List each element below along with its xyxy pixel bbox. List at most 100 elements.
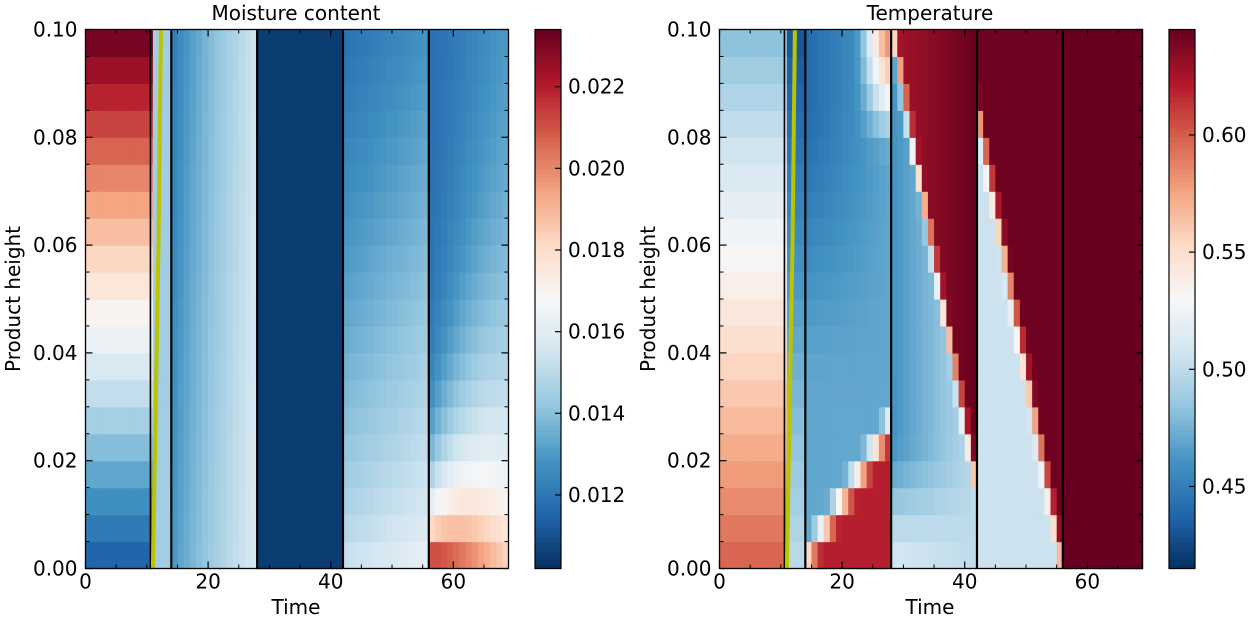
heatmap-cell [940, 487, 947, 516]
heatmap-cell [91, 406, 99, 435]
heatmap-cell [459, 325, 467, 354]
heatmap-cell [731, 272, 739, 300]
heatmap-cell [927, 379, 935, 408]
colorbar-segment [535, 222, 561, 228]
heatmap-cell [165, 110, 172, 138]
heatmap-cell [927, 460, 935, 489]
heatmap-cell [355, 487, 362, 516]
heatmap-cell [398, 433, 405, 462]
heatmap-cell [891, 137, 898, 165]
heatmap-cell [477, 110, 485, 138]
heatmap-cell [1105, 56, 1113, 84]
temperature-heatmap [719, 29, 1144, 570]
heatmap-cell [756, 379, 764, 408]
heatmap-cell [835, 137, 843, 165]
heatmap-cell [465, 541, 473, 570]
colorbar-segment [1169, 83, 1195, 89]
heatmap-cell [183, 541, 191, 570]
heatmap-cell [483, 245, 491, 273]
heatmap-cell [208, 164, 215, 192]
heatmap-cell [756, 83, 764, 111]
heatmap-cell [1111, 352, 1119, 381]
heatmap-cell [214, 164, 221, 192]
heatmap-cell [897, 325, 905, 354]
heatmap-cell [835, 299, 843, 327]
heatmap-cell [85, 352, 93, 381]
heatmap-cell [952, 379, 960, 408]
heatmap-cell [91, 514, 99, 543]
heatmap-cell [1117, 29, 1125, 58]
heatmap-cell [811, 433, 819, 462]
colorbar-segment [1169, 164, 1195, 170]
heatmap-cell [1099, 352, 1107, 381]
heatmap-cell [336, 110, 344, 138]
heatmap-cell [85, 299, 93, 327]
heatmap-cell [927, 191, 935, 219]
heatmap-cell [306, 245, 313, 273]
heatmap-cell [379, 352, 387, 381]
colorbar-segment [1169, 159, 1195, 165]
heatmap-cell [453, 460, 461, 489]
heatmap-cell [744, 245, 751, 273]
heatmap-cell [459, 191, 467, 219]
heatmap-cell [829, 406, 837, 435]
heatmap-cell [854, 514, 862, 543]
heatmap-cell [201, 514, 209, 543]
colorbar-segment [1169, 388, 1195, 394]
heatmap-cell [490, 299, 497, 327]
heatmap-cell [1087, 245, 1095, 273]
heatmap-cell [805, 487, 813, 516]
heatmap-cell [946, 541, 954, 570]
heatmap-cell [477, 56, 485, 84]
heatmap-cell [275, 325, 283, 354]
heatmap-cell [1081, 406, 1088, 435]
colorbar-segment [1169, 56, 1195, 62]
heatmap-cell [385, 514, 393, 543]
heatmap-cell [361, 83, 369, 111]
heatmap-cell [392, 352, 399, 381]
heatmap-cell [1062, 487, 1070, 516]
colorbar-segment [1169, 343, 1195, 350]
heatmap-cell [934, 245, 941, 273]
heatmap-cell [854, 352, 862, 381]
heatmap-cell [915, 325, 923, 354]
heatmap-cell [835, 191, 843, 219]
heatmap-cell [805, 514, 813, 543]
heatmap-cell [1056, 406, 1064, 435]
heatmap-cell [958, 514, 966, 543]
heatmap-cell [490, 406, 497, 435]
heatmap-cell [324, 514, 332, 543]
heatmap-cell [774, 218, 782, 246]
heatmap-cell [829, 325, 837, 354]
heatmap-cell [762, 245, 770, 273]
heatmap-cell [342, 406, 350, 435]
heatmap-cell [964, 352, 972, 381]
heatmap-cell [330, 164, 338, 192]
heatmap-cell [976, 541, 984, 570]
heatmap-cell [995, 460, 1003, 489]
heatmap-cell [1044, 514, 1052, 543]
heatmap-cell [459, 433, 467, 462]
heatmap-cell [171, 541, 179, 570]
colorbar-segment [1169, 213, 1195, 219]
heatmap-cell [774, 352, 782, 381]
heatmap-cell [1087, 514, 1095, 543]
heatmap-cell [122, 29, 130, 58]
heatmap-cell [165, 29, 172, 58]
heatmap-cell [1050, 406, 1058, 435]
heatmap-cell [116, 379, 123, 408]
heatmap-cell [1111, 272, 1119, 300]
heatmap-cell [854, 272, 862, 300]
heatmap-cell [416, 164, 424, 192]
heatmap-cell [995, 245, 1003, 273]
heatmap-cell [1038, 299, 1046, 327]
heatmap-cell [152, 83, 160, 111]
heatmap-cell [103, 29, 111, 58]
heatmap-cell [128, 137, 136, 165]
heatmap-cell [805, 245, 813, 273]
heatmap-cell [257, 433, 264, 462]
heatmap-cell [85, 406, 93, 435]
heatmap-cell [848, 299, 855, 327]
heatmap-cell [976, 379, 984, 408]
heatmap-cell [1038, 325, 1046, 354]
